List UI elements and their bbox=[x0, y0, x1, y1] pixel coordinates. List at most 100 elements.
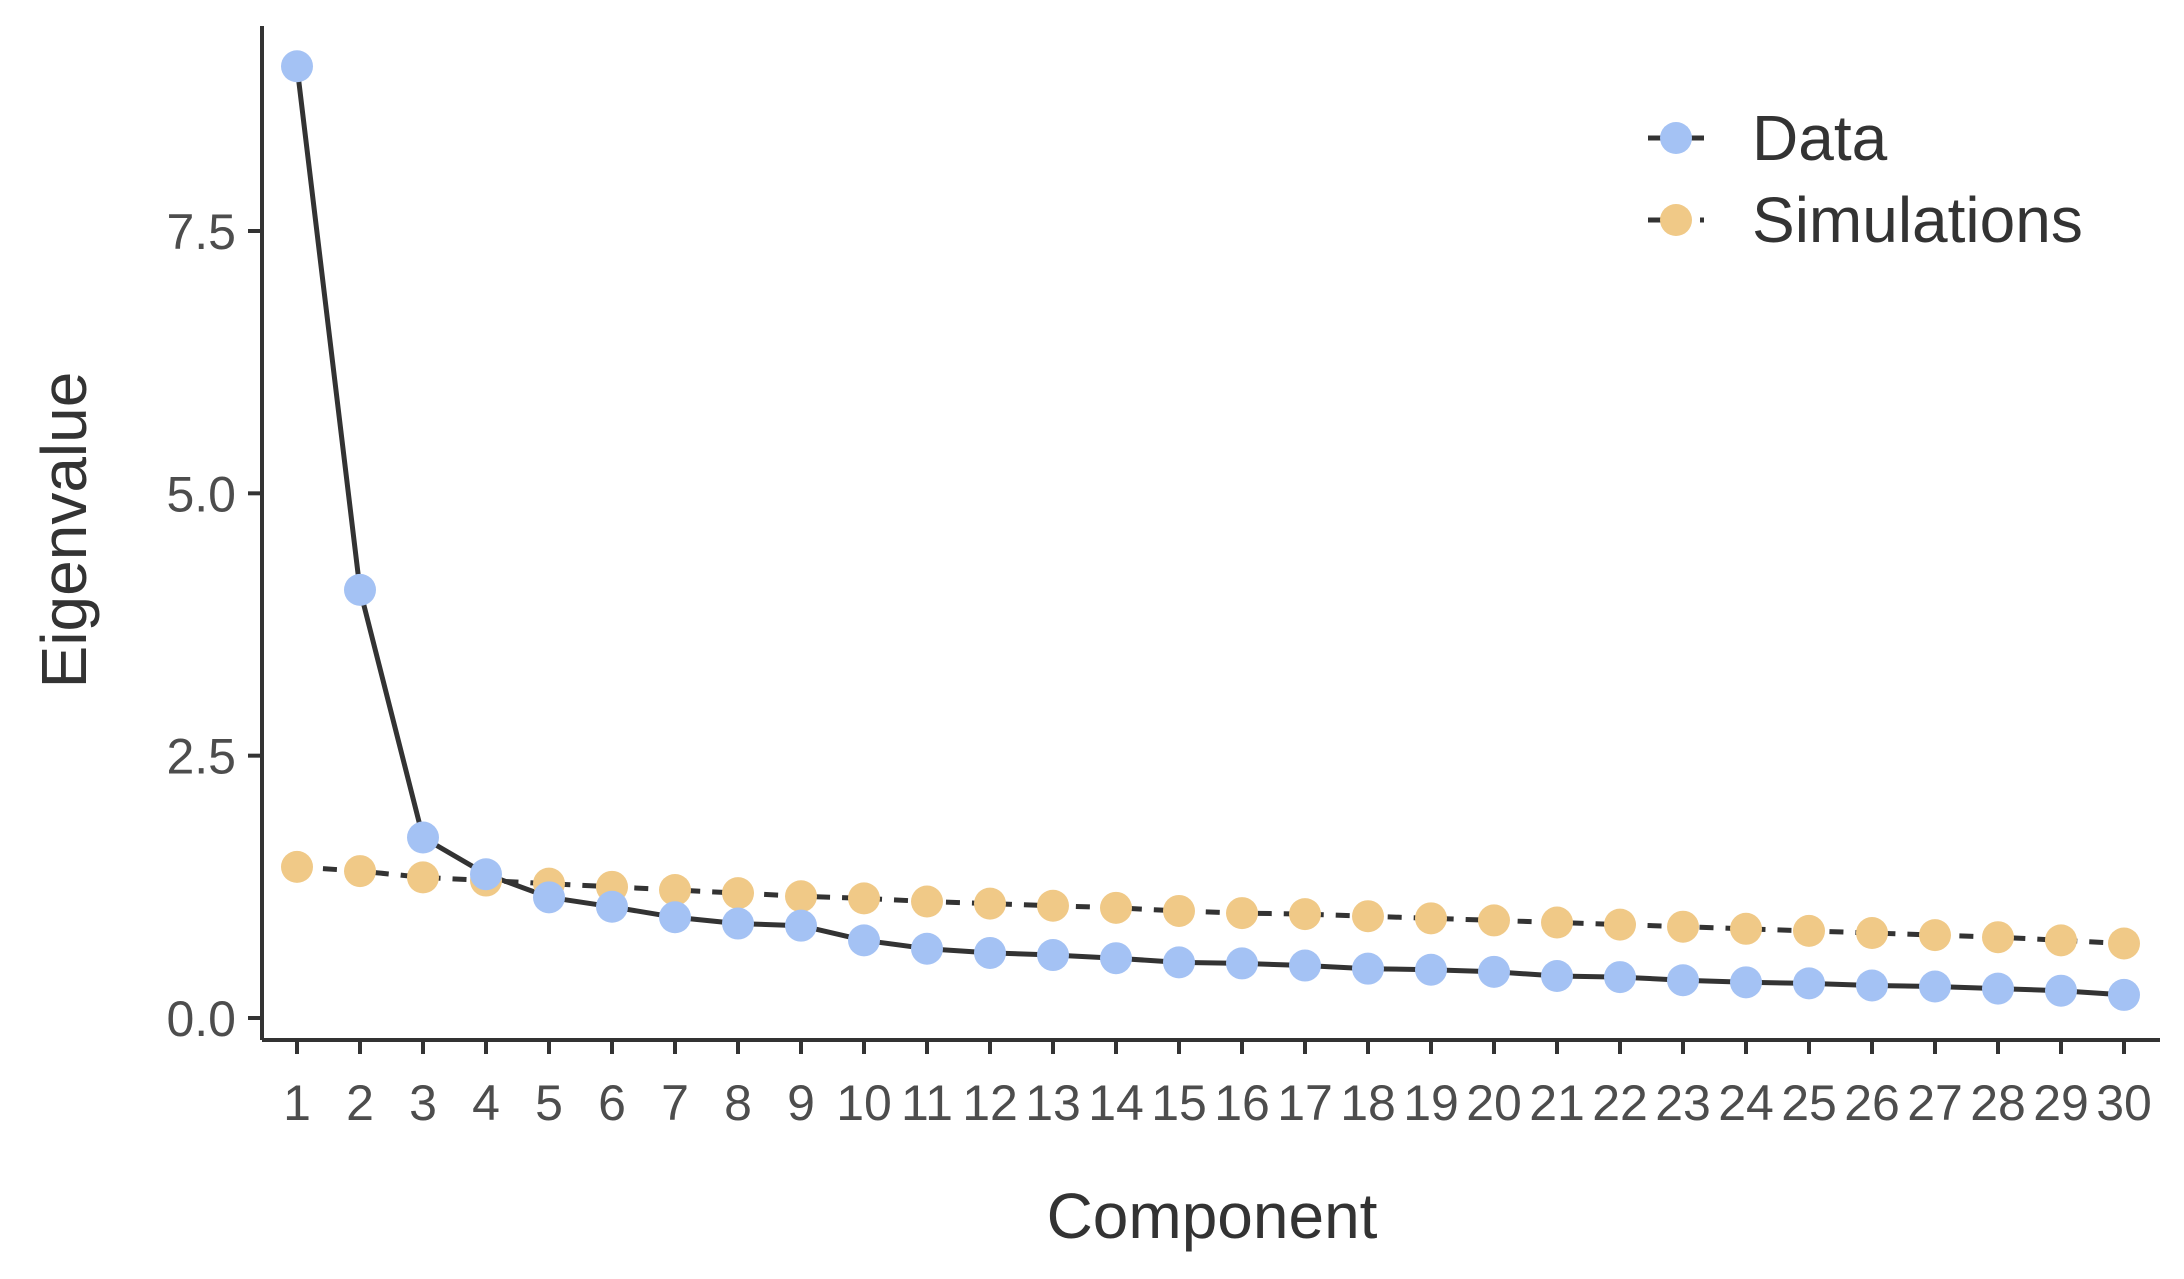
x-axis-title: Component bbox=[1047, 1180, 1378, 1252]
x-tick-label: 4 bbox=[472, 1075, 500, 1131]
x-tick-label: 2 bbox=[346, 1075, 374, 1131]
x-tick-label: 10 bbox=[836, 1075, 892, 1131]
simulations-point bbox=[2045, 924, 2077, 957]
y-tick-label: 5.0 bbox=[166, 466, 236, 522]
data-point bbox=[659, 901, 691, 934]
data-point bbox=[1604, 961, 1636, 994]
data-point bbox=[1667, 964, 1699, 997]
simulations-point bbox=[659, 873, 691, 906]
simulations-point bbox=[785, 880, 817, 913]
simulations-point bbox=[2108, 927, 2140, 960]
x-tick-label: 9 bbox=[787, 1075, 815, 1131]
data-point bbox=[1793, 967, 1825, 1000]
simulations-line bbox=[296, 864, 2125, 946]
simulations-point bbox=[1163, 894, 1195, 927]
simulations-point bbox=[1541, 906, 1573, 939]
simulations-point bbox=[848, 882, 880, 915]
data-point bbox=[470, 858, 502, 891]
simulations-point bbox=[1289, 898, 1321, 931]
simulations-point bbox=[407, 861, 439, 894]
data-point bbox=[722, 907, 754, 940]
x-tick-label: 30 bbox=[2096, 1075, 2152, 1131]
legend: Data Simulations bbox=[1648, 102, 2083, 256]
x-tick-label: 3 bbox=[409, 1075, 437, 1131]
legend-key-point-data bbox=[1660, 122, 1692, 154]
simulations-point bbox=[344, 855, 376, 888]
legend-key-point-simulations bbox=[1660, 204, 1692, 236]
x-tick-label: 21 bbox=[1529, 1075, 1585, 1131]
x-tick-label: 18 bbox=[1340, 1075, 1396, 1131]
simulations-point bbox=[281, 850, 313, 883]
x-tick-label: 27 bbox=[1907, 1075, 1963, 1131]
simulations-point bbox=[1919, 919, 1951, 952]
x-tick-label: 12 bbox=[962, 1075, 1018, 1131]
x-tick-label: 13 bbox=[1025, 1075, 1081, 1131]
data-point bbox=[2108, 978, 2140, 1011]
x-tick-label: 14 bbox=[1088, 1075, 1144, 1131]
data-point bbox=[1919, 970, 1951, 1003]
x-tick-label: 28 bbox=[1970, 1075, 2026, 1131]
x-tick-label: 29 bbox=[2033, 1075, 2089, 1131]
x-tick-label: 26 bbox=[1844, 1075, 1900, 1131]
data-point bbox=[1415, 953, 1447, 986]
simulations-point bbox=[1604, 908, 1636, 941]
simulations-point bbox=[1352, 900, 1384, 933]
data-point bbox=[1478, 955, 1510, 988]
simulations-point bbox=[1226, 897, 1258, 930]
x-tick-label: 8 bbox=[724, 1075, 752, 1131]
data-point bbox=[281, 50, 313, 83]
data-point bbox=[2045, 974, 2077, 1007]
data-point bbox=[1856, 969, 1888, 1002]
data-point bbox=[344, 573, 376, 606]
simulations-point bbox=[1478, 904, 1510, 937]
x-tick-label: 11 bbox=[901, 1075, 953, 1131]
x-tick-label: 25 bbox=[1781, 1075, 1837, 1131]
data-point bbox=[596, 890, 628, 923]
y-tick-label: 7.5 bbox=[166, 204, 236, 260]
simulations-point bbox=[974, 887, 1006, 920]
y-tick-label: 0.0 bbox=[166, 991, 236, 1047]
simulations-point bbox=[1100, 891, 1132, 924]
x-tick-label: 22 bbox=[1592, 1075, 1648, 1131]
data-point bbox=[407, 821, 439, 854]
data-point bbox=[1100, 942, 1132, 975]
data-point bbox=[533, 881, 565, 914]
data-point bbox=[1982, 972, 2014, 1005]
x-tick-label: 5 bbox=[535, 1075, 563, 1131]
simulations-point bbox=[1667, 910, 1699, 943]
data-point bbox=[1352, 952, 1384, 985]
simulations-point bbox=[1037, 889, 1069, 922]
data-point bbox=[1226, 947, 1258, 980]
legend-label-simulations: Simulations bbox=[1752, 184, 2083, 256]
data-point bbox=[911, 932, 943, 965]
x-tick-label: 17 bbox=[1277, 1075, 1333, 1131]
simulations-point bbox=[1793, 914, 1825, 947]
y-axis-title: Eigenvalue bbox=[28, 372, 100, 689]
simulations-point bbox=[1730, 912, 1762, 945]
data-point bbox=[1541, 960, 1573, 993]
x-tick-label: 15 bbox=[1151, 1075, 1207, 1131]
x-tick-label: 20 bbox=[1466, 1075, 1522, 1131]
data-point bbox=[848, 924, 880, 957]
y-tick-label: 2.5 bbox=[166, 729, 236, 785]
x-tick-label: 23 bbox=[1655, 1075, 1711, 1131]
x-tick-label: 24 bbox=[1718, 1075, 1774, 1131]
data-point bbox=[785, 909, 817, 942]
x-tick-label: 1 bbox=[283, 1075, 311, 1131]
data-point bbox=[1037, 939, 1069, 972]
x-tick-label: 16 bbox=[1214, 1075, 1270, 1131]
axes bbox=[248, 26, 2160, 1054]
x-tick-label: 7 bbox=[661, 1075, 689, 1131]
simulations-point bbox=[722, 877, 754, 910]
x-tick-label: 19 bbox=[1403, 1075, 1459, 1131]
tick-labels: 0.02.55.07.51 2 3 4 5 6 7 8 9 10 11 12 13 14 15 16 17 18 1… bbox=[166, 204, 2151, 1131]
legend-label-data: Data bbox=[1752, 102, 1888, 174]
simulations-point bbox=[1415, 902, 1447, 935]
simulations-point bbox=[1856, 917, 1888, 950]
data-point bbox=[974, 936, 1006, 969]
simulations-point bbox=[911, 885, 943, 918]
x-tick-label: 6 bbox=[598, 1075, 626, 1131]
series-points bbox=[281, 50, 2140, 1011]
